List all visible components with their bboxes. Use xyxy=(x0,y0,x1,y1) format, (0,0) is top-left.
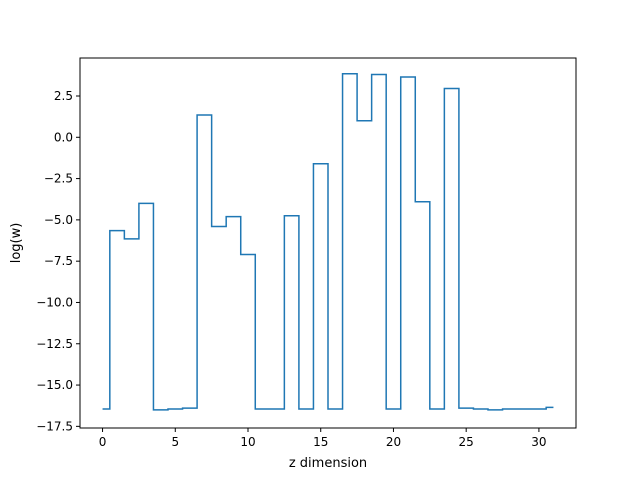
y-tick-label: −12.5 xyxy=(36,337,73,351)
x-tick-label: 5 xyxy=(171,435,179,449)
y-axis-label: log(w) xyxy=(9,223,24,264)
y-tick-label: −17.5 xyxy=(36,419,73,433)
y-tick-label: −2.5 xyxy=(44,172,73,186)
data-layer xyxy=(102,72,554,411)
ticks-layer: 0 5 10 15 20 25 30 −17.5 −15.0 −12.5 −10.0 −7.5 −5.0… xyxy=(36,89,546,449)
x-axis-label: z dimension xyxy=(289,456,367,471)
x-tick-label: 25 xyxy=(459,435,474,449)
x-tick-label: 30 xyxy=(531,435,546,449)
x-tick-label: 0 xyxy=(99,435,107,449)
x-tick-label: 20 xyxy=(386,435,401,449)
y-tick-label: 2.5 xyxy=(54,89,73,103)
series-line-0 xyxy=(102,72,554,411)
x-tick-label: 15 xyxy=(313,435,328,449)
x-tick-label: 10 xyxy=(240,435,255,449)
axes-frame xyxy=(79,57,577,429)
y-tick-label: −15.0 xyxy=(36,378,73,392)
y-tick-label: −7.5 xyxy=(44,254,73,268)
y-tick-label: −5.0 xyxy=(44,213,73,227)
y-tick-label: −10.0 xyxy=(36,295,73,309)
y-tick-label: 0.0 xyxy=(54,130,73,144)
